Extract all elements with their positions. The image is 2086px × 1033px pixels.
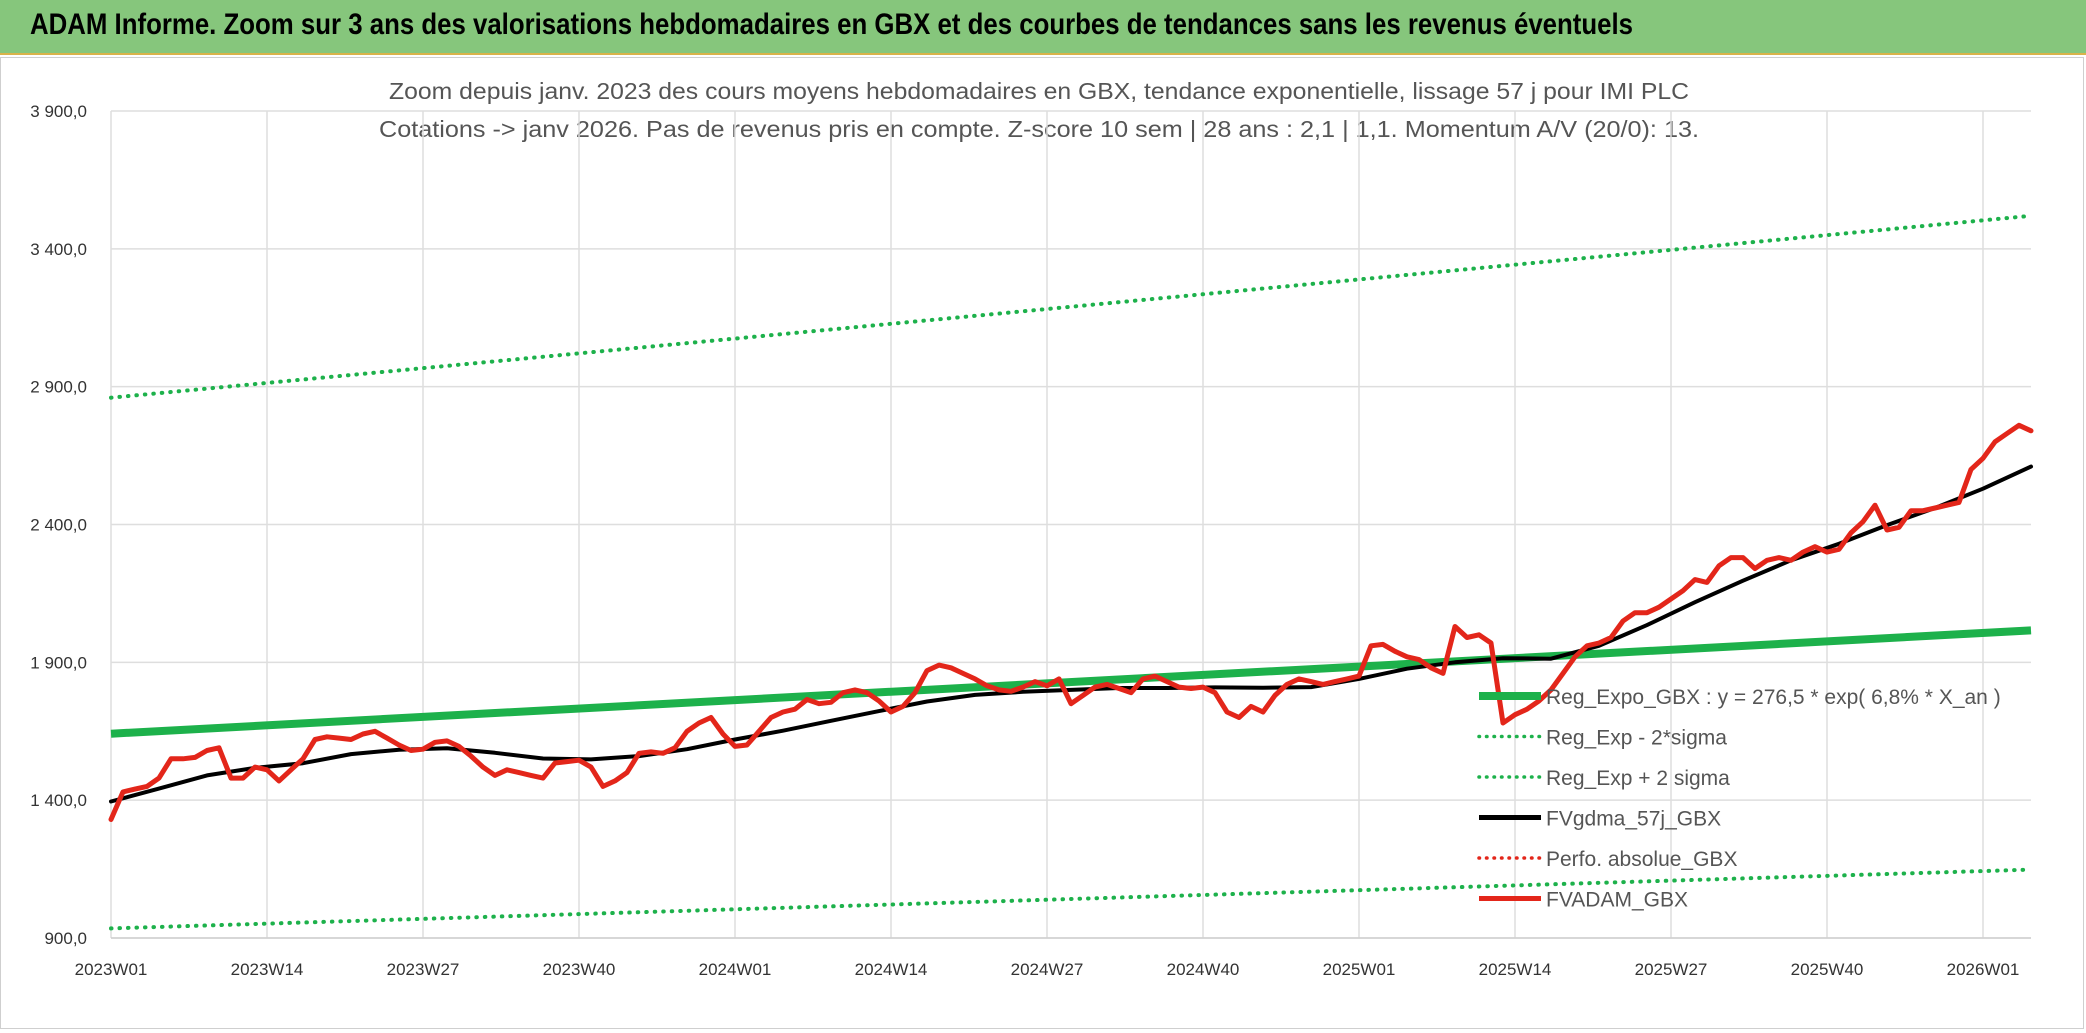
chart-title: Zoom depuis janv. 2023 des cours moyens … xyxy=(389,78,1689,104)
legend-label: Reg_Expo_GBX : y = 276,5 * exp( 6,8% * X… xyxy=(1546,686,2001,709)
x-tick-label: 2024W14 xyxy=(855,960,928,979)
x-tick-label: 2023W40 xyxy=(543,960,616,979)
series-line-reg-exp-2-sigma xyxy=(109,213,2033,400)
y-tick-label: 3 400,0 xyxy=(30,240,87,259)
x-tick-label: 2024W27 xyxy=(1011,960,1084,979)
x-tick-label: 2025W40 xyxy=(1791,960,1864,979)
chart-subtitle: Cotations -> janv 2026. Pas de revenus p… xyxy=(379,116,1699,142)
x-tick-label: 2025W01 xyxy=(1323,960,1396,979)
grid-lines xyxy=(110,110,2031,939)
y-tick-label: 3 900,0 xyxy=(30,102,87,121)
y-tick-label: 900,0 xyxy=(44,929,87,948)
x-tick-label: 2024W01 xyxy=(699,960,772,979)
x-tick-label: 2026W01 xyxy=(1947,960,2020,979)
series-line-reg-exp-2-sigma xyxy=(109,867,2033,931)
chart-frame: Zoom depuis janv. 2023 des cours moyens … xyxy=(0,57,2084,1029)
banner-title: ADAM Informe. Zoom sur 3 ans des valoris… xyxy=(30,8,1633,41)
x-tick-label: 2025W14 xyxy=(1479,960,1552,979)
x-tick-label: 2023W14 xyxy=(231,960,304,979)
x-tick-label: 2023W27 xyxy=(387,960,460,979)
series-line-reg-expo-gbx-y-276-5-exp-6-8-x-an xyxy=(110,626,2032,738)
header-banner: ADAM Informe. Zoom sur 3 ans des valoris… xyxy=(0,0,2086,55)
y-tick-label: 2 400,0 xyxy=(30,516,87,535)
x-tick-label: 2025W27 xyxy=(1635,960,1708,979)
price-trend-chart: Zoom depuis janv. 2023 des cours moyens … xyxy=(30,78,2034,979)
series-line-fvadam-gbx xyxy=(108,422,2034,822)
chart-legend: Reg_Expo_GBX : y = 276,5 * exp( 6,8% * X… xyxy=(1477,686,2001,912)
series-line-fvgdma-57j-gbx xyxy=(109,464,2033,804)
y-tick-label: 1 400,0 xyxy=(30,791,87,810)
x-tick-label: 2024W40 xyxy=(1167,960,1240,979)
y-tick-label: 2 900,0 xyxy=(30,378,87,397)
legend-label: FVADAM_GBX xyxy=(1546,889,1688,912)
axis-labels: 900,0 1 400,0 1 900,0 2 400,0 2 900,0 3 400,0… xyxy=(30,102,2019,979)
legend-label: FVgdma_57j_GBX xyxy=(1546,808,1721,831)
legend-label: Perfo. absolue_GBX xyxy=(1546,848,1737,871)
y-tick-label: 1 900,0 xyxy=(30,653,87,672)
x-tick-label: 2023W01 xyxy=(75,960,148,979)
legend-label: Reg_Exp + 2 sigma xyxy=(1546,767,1730,790)
series-lines xyxy=(108,213,2034,931)
legend-label: Reg_Exp - 2*sigma xyxy=(1546,727,1727,750)
